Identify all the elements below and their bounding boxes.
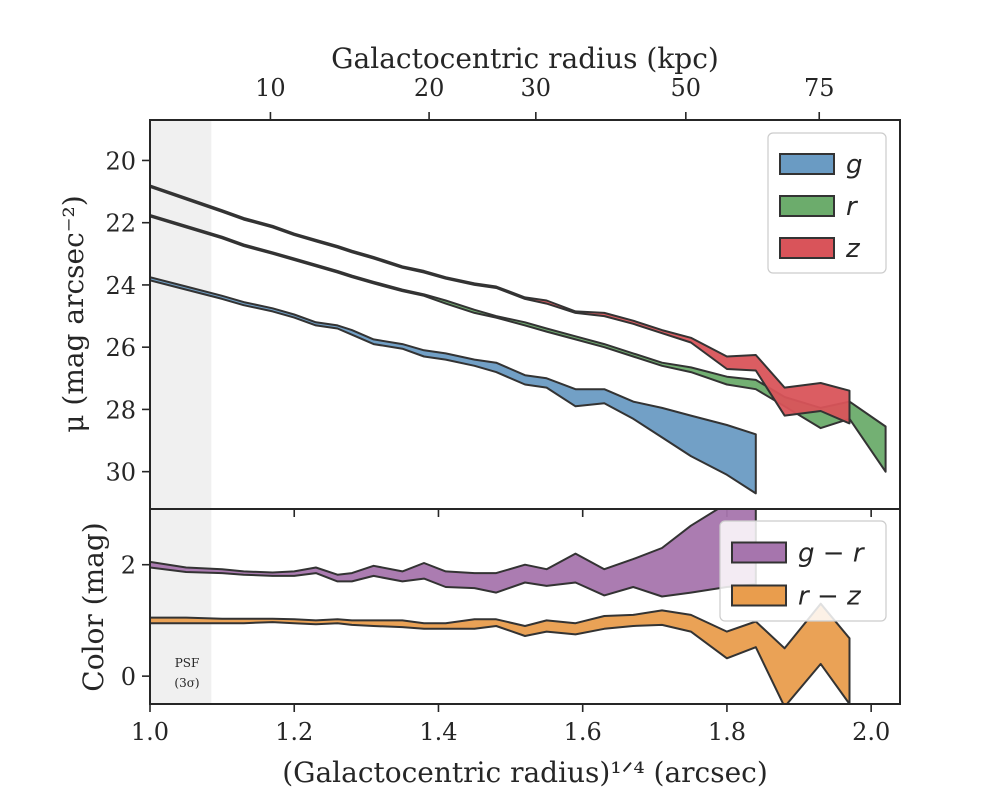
color-legend: g − r r − z xyxy=(719,520,887,622)
mu-tick-label: 28 xyxy=(105,396,136,424)
top-x-ticks-bottom xyxy=(149,509,872,517)
legend-label-r-z: r − z xyxy=(798,582,862,612)
legend-swatch xyxy=(779,153,835,175)
x-tick-label: 1.0 xyxy=(131,718,169,746)
legend-label-g-r: g − r xyxy=(798,539,866,569)
psf-shade-top xyxy=(150,120,212,509)
x-tick-label: 1.6 xyxy=(564,718,602,746)
top-series-group xyxy=(150,184,887,495)
psf-shade-bottom xyxy=(150,509,212,704)
color-y-ticks: 02 xyxy=(121,552,150,691)
legend-label-g: g xyxy=(846,150,863,180)
band-gr xyxy=(150,509,757,598)
band-r xyxy=(150,213,887,473)
mu-tick-label: 24 xyxy=(105,272,136,300)
top-legend: grz xyxy=(767,132,887,274)
mu-axis-label: μ (mag arcsec⁻²) xyxy=(57,195,90,432)
legend-label-r: r xyxy=(846,192,859,222)
band-z xyxy=(150,184,851,425)
legend-label-z: z xyxy=(845,234,861,264)
legend-swatch xyxy=(731,584,787,607)
x-tick-label: 1.2 xyxy=(275,718,313,746)
mu-tick-label: 20 xyxy=(105,147,136,175)
top-x-ticks-kpc: 10 20 30 50 75 xyxy=(255,74,835,120)
top-y-ticks: 20 22 24 26 28 30 xyxy=(105,147,150,487)
mu-tick-label: 22 xyxy=(105,210,136,238)
kpc-tick-label: 20 xyxy=(414,74,445,102)
kpc-tick-label: 10 xyxy=(255,74,286,102)
psf-sigma-label: (3σ) xyxy=(174,676,199,690)
kpc-tick-label: 75 xyxy=(804,74,835,102)
x-tick-label: 2.0 xyxy=(852,718,890,746)
color-panel: 02 1.0 1.2 1.4 1.6 1.8 2.0 (Galactocentric ra… xyxy=(77,508,901,789)
color-panel-frame xyxy=(149,508,901,705)
band-g xyxy=(150,276,757,495)
color-x-ticks: 1.0 1.2 1.4 1.6 1.8 2.0 xyxy=(131,704,890,746)
psf-label: PSF xyxy=(175,656,200,670)
x-tick-label: 1.4 xyxy=(419,718,457,746)
legend-swatch xyxy=(731,541,787,564)
top-axis-label-kpc: Galactocentric radius (kpc) xyxy=(331,42,719,75)
color-tick-label: 0 xyxy=(121,663,136,691)
color-axis-label: Color (mag) xyxy=(77,522,110,691)
legend-swatch xyxy=(779,195,835,217)
x-axis-label: (Galactocentric radius)¹ᐟ⁴ (arcsec) xyxy=(282,756,768,789)
x-tick-label: 1.8 xyxy=(708,718,746,746)
surface-brightness-panel: 20 22 24 26 28 30 10 20 30 50 75 Galactocentric r… xyxy=(57,42,901,517)
legend-swatch xyxy=(779,237,835,259)
kpc-tick-label: 50 xyxy=(671,74,702,102)
mu-tick-label: 30 xyxy=(105,459,136,487)
kpc-tick-label: 30 xyxy=(521,74,552,102)
mu-tick-label: 26 xyxy=(105,334,136,362)
band-rz xyxy=(150,602,851,704)
color-tick-label: 2 xyxy=(121,552,136,580)
